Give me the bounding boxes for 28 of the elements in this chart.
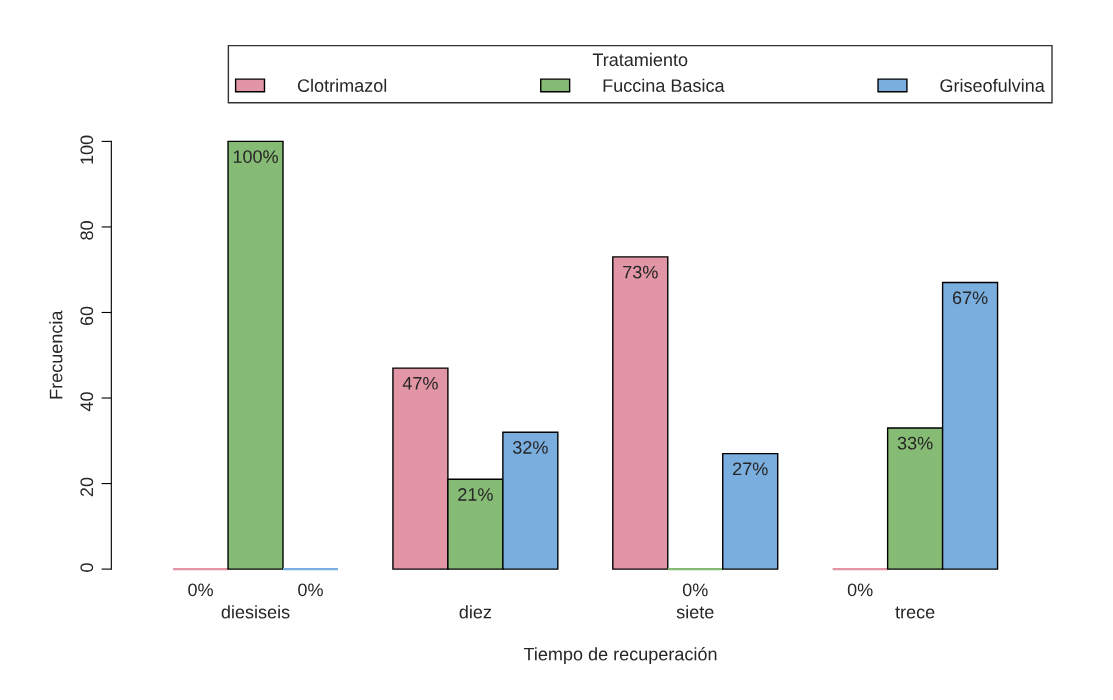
legend-title: Tratamiento xyxy=(592,52,688,67)
data-label: 33% xyxy=(897,436,933,450)
y-axis-title: Frecuencia xyxy=(49,310,63,399)
data-label: 0% xyxy=(682,583,708,597)
x-tick-label: diesiseis xyxy=(221,605,290,619)
data-label: 73% xyxy=(623,265,658,279)
y-tick-label: 20 xyxy=(80,477,94,497)
data-label: 0% xyxy=(298,583,323,597)
y-tick-label: 60 xyxy=(80,306,94,326)
y-tick-label: 40 xyxy=(80,392,94,412)
x-tick-label: diez xyxy=(459,605,492,619)
legend-label: Fuccina Basica xyxy=(603,78,725,92)
y-tick-label: 0 xyxy=(80,563,94,572)
data-label: 32% xyxy=(512,441,548,454)
y-tick-label: 100 xyxy=(80,135,94,164)
x-tick-label: trece xyxy=(895,606,935,619)
data-label: 67% xyxy=(952,291,988,305)
data-label: 0% xyxy=(847,583,873,597)
x-tick-label: siete xyxy=(676,605,714,619)
data-label: 0% xyxy=(188,583,213,597)
y-tick-label: 80 xyxy=(80,221,94,240)
data-label: 47% xyxy=(402,376,438,390)
legend-label: Clotrimazol xyxy=(297,78,387,92)
legend-label: Griseofulvina xyxy=(940,78,1045,92)
x-axis-title: Tiempo de recuperación xyxy=(523,647,717,665)
data-label: 21% xyxy=(458,488,493,501)
data-label: 27% xyxy=(733,462,768,476)
data-label: 100% xyxy=(233,150,278,163)
